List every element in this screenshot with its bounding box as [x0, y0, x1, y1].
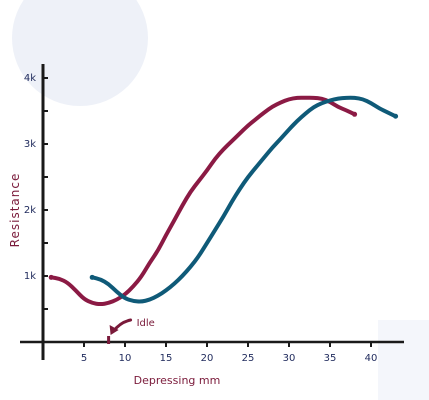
series-line-1 — [49, 95, 357, 307]
x-tick-label: 15 — [160, 353, 173, 364]
series-start-point — [89, 274, 95, 280]
x-tick-label: 10 — [119, 353, 132, 364]
series-end-point — [393, 113, 399, 119]
x-tick-label: 40 — [365, 353, 378, 364]
background-circle — [12, 0, 148, 106]
series-start-point — [48, 274, 54, 280]
series-end-point — [352, 111, 358, 117]
y-tick-label: 2k — [24, 205, 36, 216]
idle-arrow-head — [109, 325, 119, 335]
x-tick-label: 5 — [81, 353, 87, 364]
series-line-2 — [90, 95, 398, 304]
y-axis-label: Resistance — [8, 173, 22, 248]
y-tick-label: 1k — [24, 271, 36, 282]
y-tick-label: 4k — [24, 73, 36, 84]
x-tick-label: 25 — [242, 353, 255, 364]
x-tick-label: 30 — [283, 353, 296, 364]
y-tick-label: 3k — [24, 139, 36, 150]
x-tick-label: 20 — [201, 353, 214, 364]
idle-label: Idle — [137, 318, 155, 329]
background-panel — [378, 320, 429, 400]
x-tick-label: 35 — [324, 353, 337, 364]
x-axis-label: Depressing mm — [134, 374, 221, 387]
